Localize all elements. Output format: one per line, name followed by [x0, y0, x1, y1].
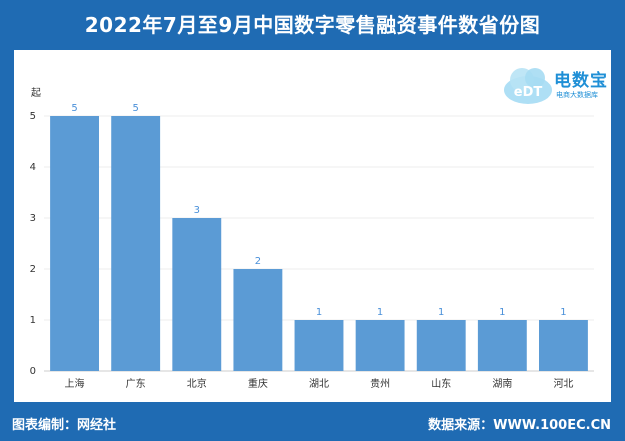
bar: [477, 320, 527, 371]
bar: [172, 218, 222, 371]
bar: [111, 116, 161, 371]
bar-value-label: 1: [438, 307, 444, 318]
footer-source: 数据来源：WWW.100EC.CN: [428, 418, 611, 433]
bar-value-label: 5: [132, 103, 138, 114]
x-category-label: 河北: [553, 378, 573, 390]
bar-value-label: 3: [194, 205, 200, 216]
bar-chart: 0 1 2 3 4 5 起 5 上海 5 广东 3 北京 2 重庆 1 湖北 1 贵州 1 山东 1 湖南 1 河北: [30, 87, 594, 390]
x-category-label: 湖北: [309, 378, 329, 390]
edt-cloud-icon: eDT: [504, 68, 552, 104]
x-category-label: 北京: [187, 377, 207, 390]
y-tick-label: 4: [30, 162, 36, 173]
chart-title: 2022年7月至9月中国数字零售融资事件数省份图: [84, 12, 541, 37]
bar-value-label: 2: [255, 256, 261, 267]
x-category-label: 上海: [65, 377, 85, 390]
y-tick-label: 0: [30, 366, 36, 377]
x-category-label: 广东: [126, 377, 146, 390]
bar-value-label: 5: [71, 103, 77, 114]
bar-value-label: 1: [560, 307, 566, 318]
footer-credit: 图表编制：网经社: [12, 418, 117, 433]
bar: [294, 320, 344, 371]
x-category-label: 贵州: [370, 377, 390, 390]
bar-value-label: 1: [377, 307, 383, 318]
logo: eDT 电数宝 电商大数据库: [502, 58, 610, 110]
y-tick-label: 5: [30, 111, 36, 122]
bar: [355, 320, 405, 371]
bar: [233, 269, 283, 371]
svg-text:eDT: eDT: [514, 85, 543, 100]
x-category-label: 湖南: [492, 377, 512, 390]
bar: [50, 116, 99, 371]
x-category-label: 重庆: [248, 377, 268, 390]
bar-value-label: 1: [499, 307, 505, 318]
bar: [539, 320, 588, 371]
y-axis-unit-label: 起: [31, 87, 41, 99]
y-tick-label: 1: [30, 315, 36, 326]
chart-panel: 0 1 2 3 4 5 起 5 上海 5 广东 3 北京 2 重庆 1 湖北 1 贵州 1 山东 1 湖南 1 河北 eDT 电…: [14, 50, 611, 402]
y-tick-label: 2: [30, 264, 36, 275]
chart-title-bar: 2022年7月至9月中国数字零售融资事件数省份图: [0, 0, 625, 46]
x-category-label: 山东: [431, 377, 451, 390]
footer-bar: 图表编制：网经社 数据来源：WWW.100EC.CN: [0, 404, 625, 441]
logo-brand-name: 电数宝: [554, 71, 608, 91]
bar-value-label: 1: [316, 307, 322, 318]
logo-subtitle: 电商大数据库: [556, 91, 598, 99]
y-tick-label: 3: [30, 213, 36, 224]
bar: [416, 320, 466, 371]
